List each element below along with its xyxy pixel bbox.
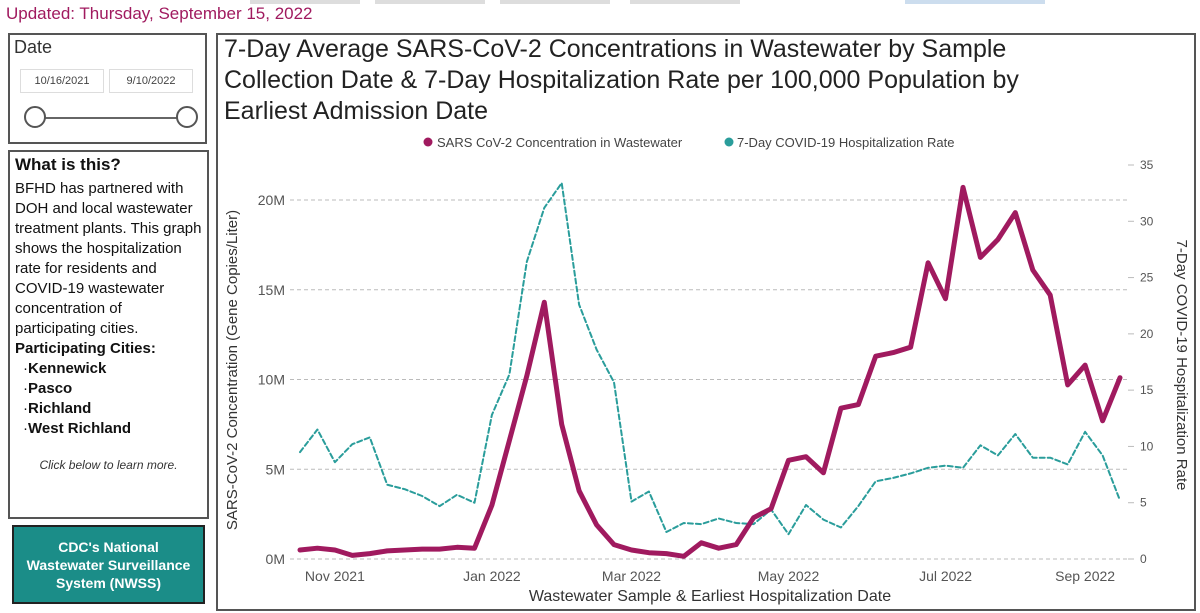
y2-tick-label: 15: [1140, 383, 1154, 397]
slider-track: [36, 117, 186, 119]
y2-tick-label: 25: [1140, 271, 1154, 285]
date-label: Date: [14, 37, 53, 57]
x-tick-label: Mar 2022: [602, 568, 661, 584]
info-text: BFHD has partnered with DOH and local wa…: [15, 180, 202, 337]
tab-strip: [250, 0, 1200, 5]
tab[interactable]: [905, 0, 1045, 4]
legend-label: SARS CoV-2 Concentration in Wastewater: [437, 135, 683, 150]
end-date[interactable]: 9/10/2022: [109, 69, 193, 93]
city: Kennewick: [15, 359, 202, 379]
y2-tick-label: 30: [1140, 214, 1154, 228]
city: Pasco: [15, 379, 202, 399]
cities-title: Participating Cities:: [15, 340, 156, 357]
y-tick-label: 0M: [266, 551, 285, 567]
y-tick-label: 15M: [258, 282, 285, 298]
chart-panel: [216, 33, 1196, 611]
info-title: What is this?: [15, 155, 121, 174]
y-tick-label: 20M: [258, 192, 285, 208]
city: West Richland: [15, 419, 202, 439]
x-tick-label: Jul 2022: [919, 568, 972, 584]
legend-marker: [724, 137, 734, 147]
nwss-button[interactable]: CDC's National Wastewater Surveillance S…: [12, 525, 205, 604]
date-filter: Date 10/16/2021 9/10/2022: [8, 33, 207, 144]
y-tick-label: 5M: [266, 461, 285, 477]
y2-tick-label: 10: [1140, 439, 1154, 453]
y-tick-label: 10M: [258, 372, 285, 388]
slider-handle[interactable]: [176, 106, 198, 128]
tab[interactable]: [630, 0, 740, 4]
y2-tick-label: 20: [1140, 327, 1154, 341]
updated-text: Updated: Thursday, September 15, 2022: [6, 4, 313, 23]
slider-handle[interactable]: [24, 106, 46, 128]
x-tick-label: Jan 2022: [463, 568, 521, 584]
tab[interactable]: [500, 0, 610, 4]
y2-tick-label: 5: [1140, 496, 1147, 510]
info-panel: What is this? BFHD has partnered with DO…: [8, 150, 209, 519]
legend-marker: [423, 137, 433, 147]
y2-axis-title: 7-Day COVID-19 Hospitalization Rate: [1173, 240, 1190, 491]
x-axis-title: Wastewater Sample & Earliest Hospitaliza…: [529, 588, 891, 605]
tab[interactable]: [250, 0, 360, 4]
series-line: [299, 182, 1121, 536]
series-line: [297, 184, 1123, 559]
chart-title: 7-Day Average SARS-CoV-2 Concentrations …: [224, 35, 1019, 125]
note: Click below to learn more.: [39, 458, 178, 472]
x-tick-label: Nov 2021: [305, 568, 365, 584]
city: Richland: [15, 399, 202, 419]
city-list: KennewickPascoRichlandWest Richland: [15, 359, 202, 439]
y-axis-title: SARS-CoV-2 Concentration (Gene Copies/Li…: [224, 210, 241, 530]
x-tick-label: May 2022: [758, 568, 820, 584]
tab[interactable]: [375, 0, 485, 4]
y2-tick-label: 35: [1140, 158, 1154, 172]
x-tick-label: Sep 2022: [1055, 568, 1115, 584]
y2-tick-label: 0: [1140, 552, 1147, 566]
legend-label: 7-Day COVID-19 Hospitalization Rate: [737, 135, 954, 150]
start-date[interactable]: 10/16/2021: [20, 69, 104, 93]
